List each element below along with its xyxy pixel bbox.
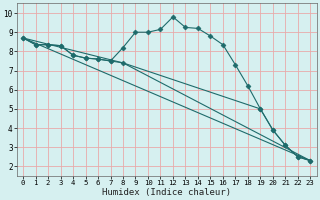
- X-axis label: Humidex (Indice chaleur): Humidex (Indice chaleur): [102, 188, 231, 197]
